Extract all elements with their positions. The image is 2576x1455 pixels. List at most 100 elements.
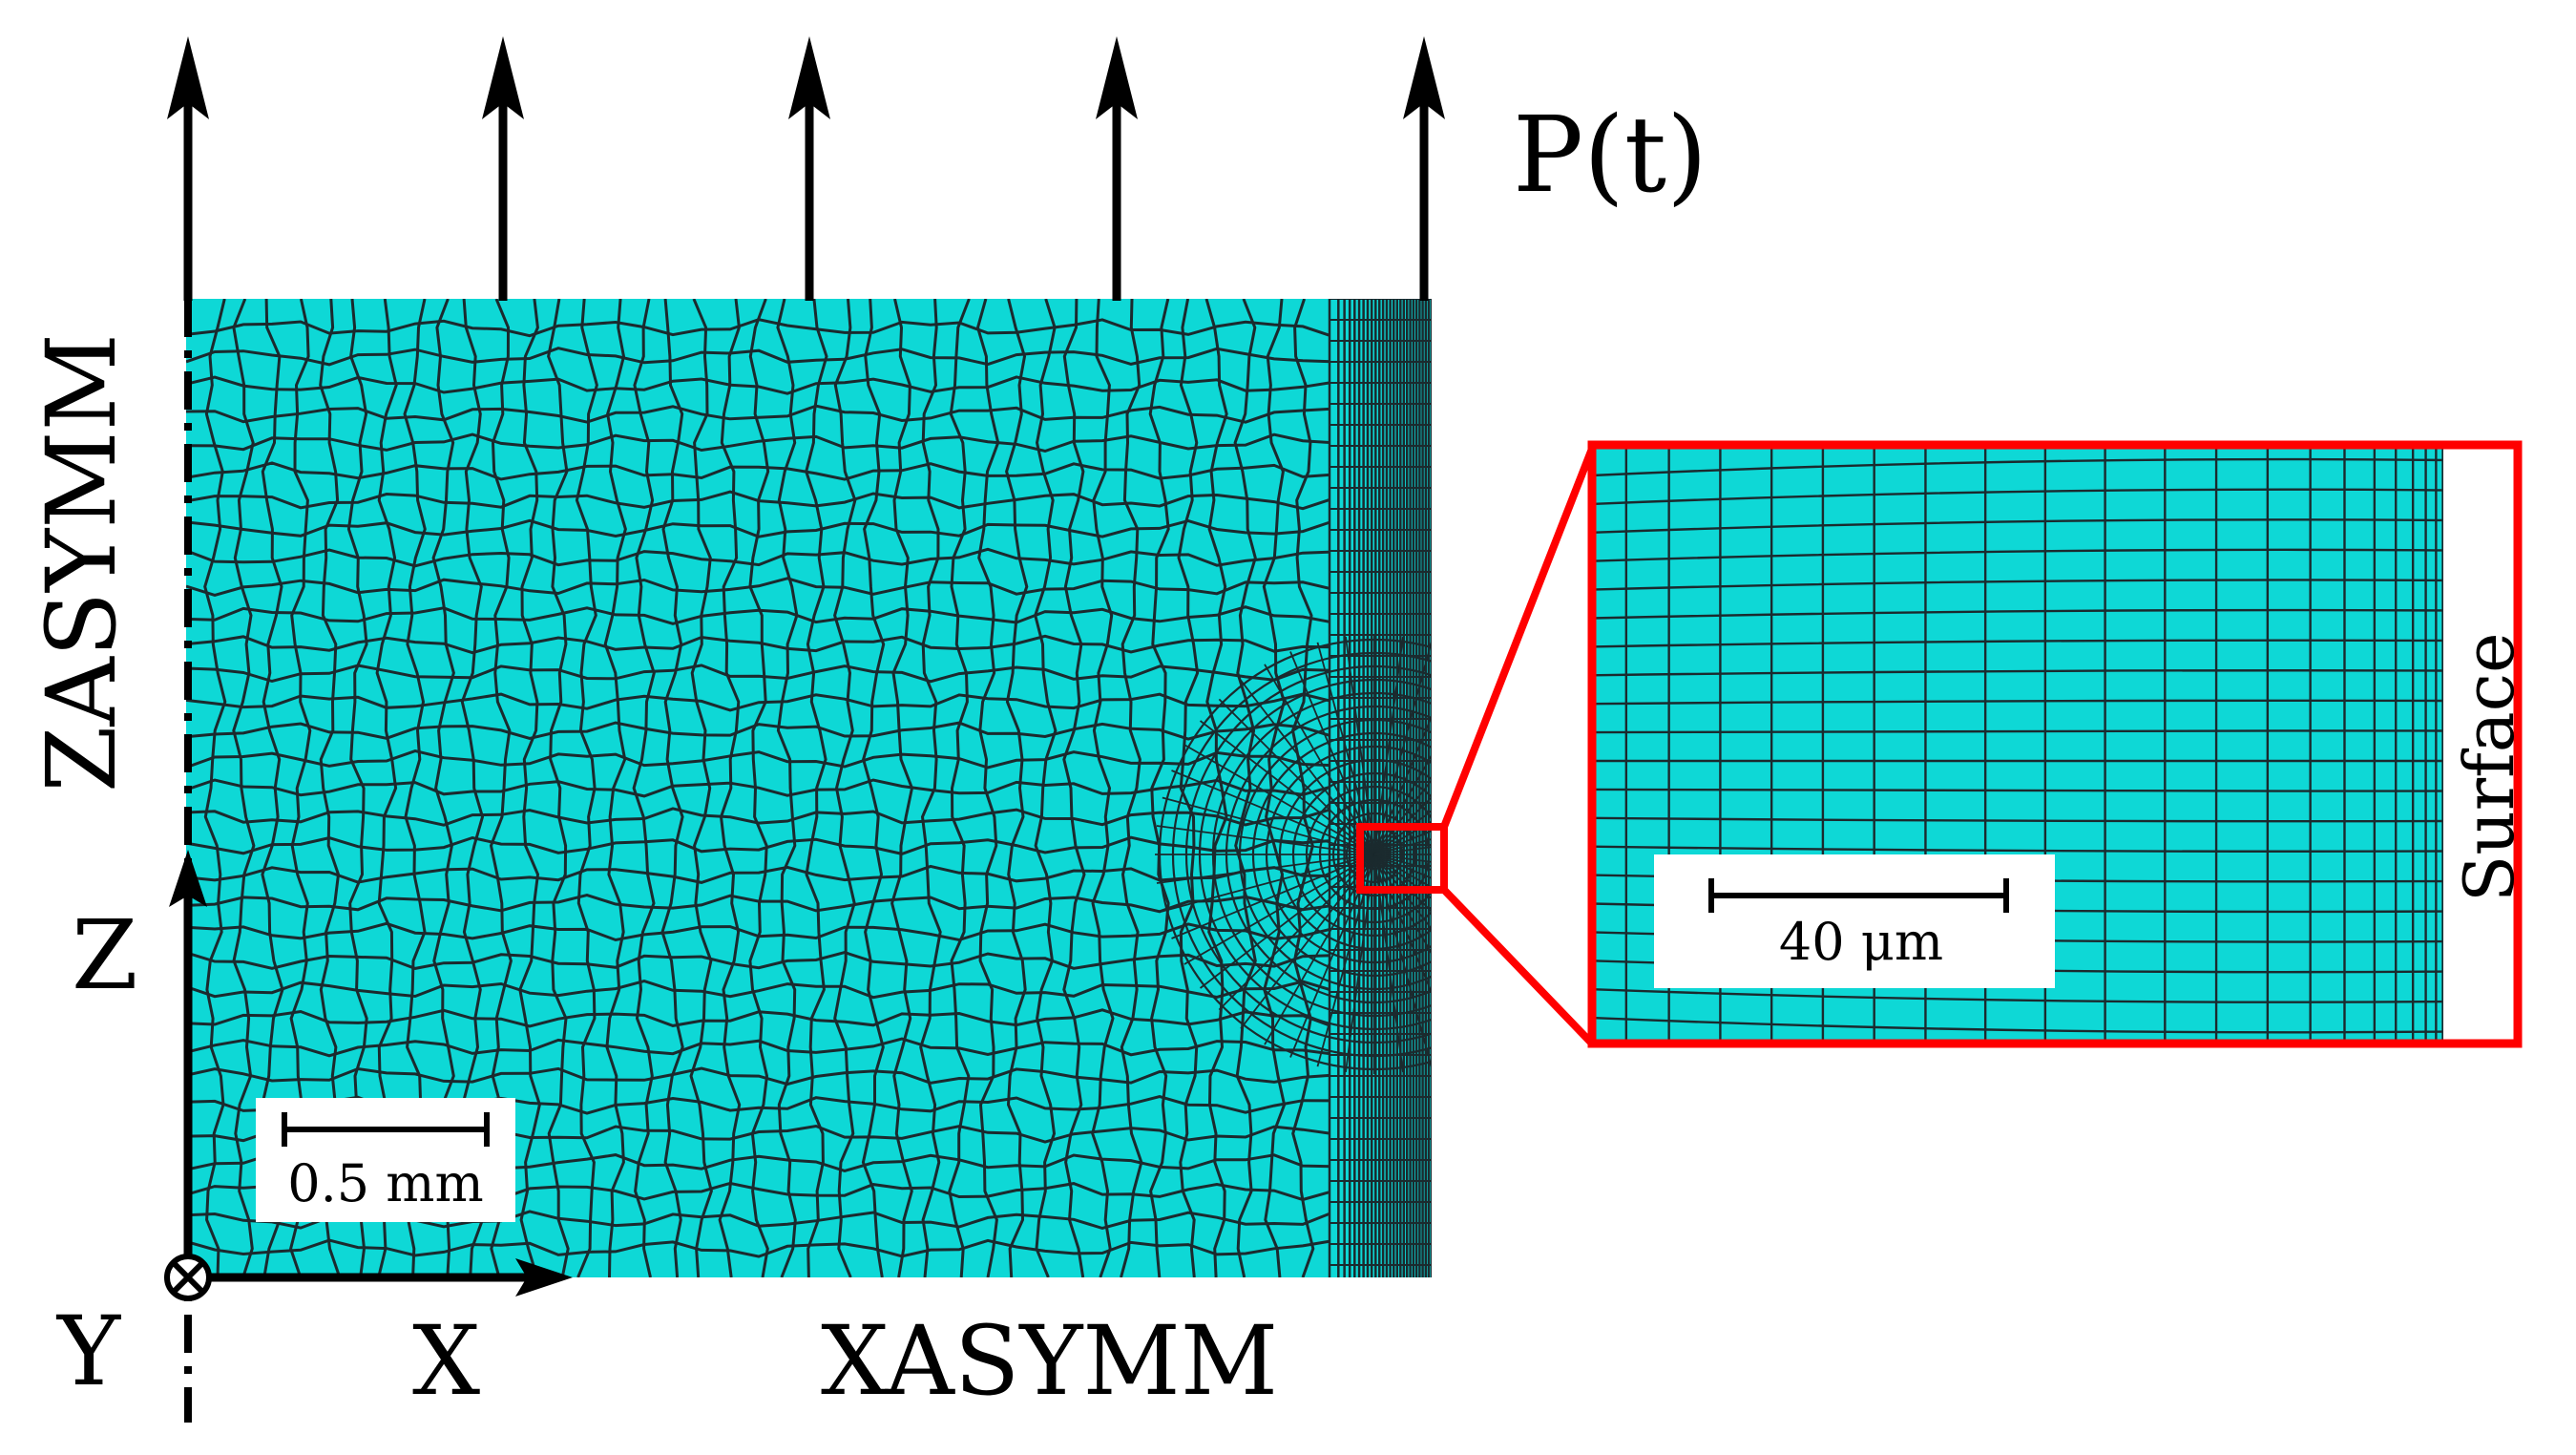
refinement-spoke — [1373, 837, 1432, 855]
refinement-spoke — [1373, 636, 1404, 855]
detail-line-horizontal — [1592, 669, 2443, 677]
mesh-line-vertical — [518, 299, 541, 1277]
mesh-line-vertical — [1005, 299, 1029, 1277]
mesh-line-vertical — [975, 299, 1000, 1277]
refinement-spoke — [1373, 854, 1432, 863]
axis-y-label: Y — [55, 1296, 121, 1407]
detail-line-horizontal — [1592, 845, 2443, 853]
load-arrowhead-icon — [788, 36, 830, 119]
mesh-line-vertical — [1177, 299, 1200, 1277]
refinement-spoke — [1373, 854, 1432, 914]
detail-surface-gap — [2447, 449, 2576, 1044]
mesh-line-vertical — [547, 299, 570, 1277]
surface-label: Surface — [2449, 632, 2529, 902]
mesh-line-horizontal — [186, 778, 1332, 798]
detail-line-horizontal — [1592, 518, 2443, 534]
zoom-connector-top — [1440, 447, 1596, 829]
refinement-spoke — [1345, 636, 1375, 855]
refinement-spoke — [1373, 846, 1432, 855]
refinement-spoke — [1171, 770, 1375, 855]
detail-line-horizontal — [1592, 457, 2443, 477]
refinement-spoke — [1373, 854, 1432, 879]
zoom-connector-bottom — [1441, 887, 1595, 1046]
mesh-line-horizontal — [186, 347, 1332, 367]
refinement-spoke — [1162, 796, 1375, 855]
detail-line-horizontal — [1592, 699, 2443, 706]
load-arrowhead-icon — [167, 36, 209, 119]
refinement-spoke — [1199, 720, 1375, 855]
mesh-line-vertical — [805, 299, 828, 1277]
refinement-spoke — [1289, 651, 1375, 855]
mesh-line-horizontal — [186, 1008, 1332, 1028]
detail-mesh-lines — [1592, 449, 2443, 1041]
mesh-line-vertical — [1091, 299, 1115, 1277]
mesh-line-vertical — [1120, 299, 1143, 1277]
refinement-spoke — [1373, 809, 1432, 855]
x-arrowhead-icon — [515, 1258, 573, 1297]
refined-surface-mesh — [1155, 299, 1432, 1277]
load-arrowhead-icon — [482, 36, 524, 119]
refinement-spoke — [1156, 854, 1375, 884]
mesh-line-vertical — [1262, 299, 1287, 1277]
refinement-spoke — [1171, 854, 1375, 939]
detail-scale-bar-label: 40 μm — [1779, 912, 1943, 972]
mesh-line-vertical — [660, 299, 684, 1277]
detail-line-horizontal — [1592, 608, 2443, 620]
load-arrows — [167, 36, 1445, 301]
mesh-line-horizontal — [186, 864, 1332, 884]
detail-line-horizontal — [1592, 729, 2443, 734]
mesh-line-horizontal — [186, 980, 1332, 1000]
detail-frame — [1587, 440, 2523, 1048]
detail-line-horizontal — [1592, 548, 2443, 562]
detail-line-horizontal — [1592, 639, 2443, 648]
mesh-line-vertical — [1233, 299, 1257, 1277]
mesh-line-horizontal — [186, 432, 1332, 453]
refinement-spoke — [1264, 854, 1375, 1045]
z-arrowhead-icon — [169, 850, 207, 907]
detail-line-horizontal — [1592, 788, 2443, 792]
detail-scale-bar-box — [1654, 854, 2055, 988]
mesh-line-horizontal — [186, 692, 1332, 712]
refinement-spoke — [1316, 642, 1375, 855]
axis-z-label: Z — [72, 899, 137, 1011]
mesh-line-vertical — [919, 299, 942, 1277]
refinement-spoke — [1373, 713, 1432, 855]
y-axis-cross-b — [171, 1260, 205, 1295]
mesh-line-vertical — [718, 299, 742, 1277]
refinement-spoke — [1373, 854, 1432, 889]
refinement-spoke — [1373, 854, 1432, 931]
mesh-line-vertical — [1204, 299, 1228, 1277]
refinement-spoke — [1373, 642, 1432, 855]
mesh-line-horizontal — [186, 951, 1332, 970]
mesh-line-horizontal — [186, 318, 1332, 338]
detail-line-horizontal — [1592, 488, 2443, 506]
mesh-line-vertical — [948, 299, 971, 1277]
load-label: P(t) — [1513, 94, 1707, 216]
main-scale-bar-label: 0.5 mm — [287, 1153, 483, 1213]
refinement-spoke — [1218, 698, 1375, 855]
mesh-line-horizontal — [186, 749, 1332, 770]
mesh-line-vertical — [632, 299, 656, 1277]
detail-line-horizontal — [1592, 579, 2443, 591]
refinement-spoke — [1183, 744, 1375, 855]
mesh-line-vertical — [1148, 299, 1170, 1277]
detail-line-horizontal — [1592, 1016, 2443, 1034]
mesh-line-horizontal — [186, 634, 1332, 655]
refinement-spoke — [1373, 820, 1432, 855]
mesh-line-horizontal — [186, 894, 1332, 914]
mesh-line-horizontal — [186, 461, 1332, 481]
refinement-spoke — [1373, 854, 1432, 900]
mesh-line-horizontal — [186, 1238, 1332, 1258]
mesh-line-vertical — [776, 299, 799, 1277]
refinement-spoke — [1240, 679, 1375, 855]
zoom-indicator — [1356, 447, 1596, 1046]
mesh-line-vertical — [861, 299, 886, 1277]
mesh-line-horizontal — [186, 921, 1332, 942]
detail-line-horizontal — [1592, 988, 2443, 1003]
mesh-line-vertical — [603, 299, 627, 1277]
refinement-spoke — [1156, 825, 1375, 855]
refinement-spoke — [1373, 830, 1432, 855]
zoom-source-box — [1356, 823, 1448, 894]
mesh-line-vertical — [203, 299, 227, 1277]
